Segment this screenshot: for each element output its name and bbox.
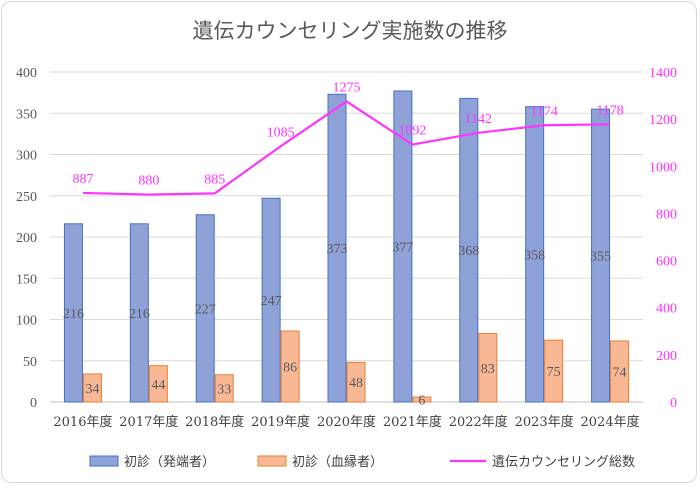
- data-label-series2: 33: [217, 382, 231, 397]
- y-right-tick-label: 0: [670, 396, 677, 411]
- y-right-tick-label: 1000: [649, 160, 677, 175]
- bar-series: 216 34 216 44 227 33 247 86 373 48 377 6 368 83 358 75 3…: [63, 90, 630, 409]
- legend: 初診（発端者） 初診（血縁者） 遺伝カウンセリング総数: [89, 454, 635, 470]
- legend-swatch: [257, 455, 287, 467]
- bar-series1: [327, 93, 347, 403]
- y-left-tick-label: 150: [16, 272, 37, 287]
- bar-series1: [195, 214, 215, 403]
- bar-series1: [261, 197, 281, 403]
- data-label-series1: 368: [458, 244, 479, 259]
- line-series: 887 880 885 1085 1275 1092 1142 1174 1178: [72, 80, 624, 196]
- legend-label: 初診（発端者）: [124, 454, 215, 470]
- y-left-tick-label: 50: [23, 355, 37, 370]
- y-axis-right: 0 200 400 600 800 1000 1200 1400: [649, 66, 677, 411]
- data-label-line: 1178: [596, 103, 623, 118]
- data-label-series1: 358: [524, 248, 545, 263]
- line-series-path: [82, 100, 611, 196]
- bar-series1: [459, 97, 479, 403]
- bar-series1: [393, 90, 413, 403]
- x-axis: 2016年度 2017年度 2018年度 2019年度 2020年度 2021年度 2022…: [53, 414, 639, 430]
- data-label-series2: 75: [547, 365, 561, 380]
- bar-series1: [591, 108, 611, 403]
- bar-series2: [610, 340, 630, 403]
- data-label-series2: 48: [349, 376, 363, 391]
- data-label-line: 1092: [398, 124, 426, 139]
- y-left-tick-label: 350: [16, 107, 37, 122]
- x-tick-label: 2016年度: [53, 414, 112, 430]
- bar-series2: [214, 374, 234, 403]
- legend-swatch: [89, 455, 119, 467]
- data-label-series2: 34: [85, 382, 99, 397]
- x-tick-label: 2021年度: [383, 414, 442, 430]
- x-tick-label: 2022年度: [449, 414, 508, 430]
- x-tick-label: 2017年度: [119, 414, 178, 430]
- data-label-series1: 247: [261, 294, 282, 309]
- bar-series2: [346, 361, 366, 403]
- x-tick-label: 2024年度: [581, 414, 640, 430]
- x-tick-label: 2020年度: [317, 414, 376, 430]
- x-tick-label: 2019年度: [251, 414, 310, 430]
- y-left-tick-label: 0: [30, 396, 37, 411]
- data-label-series1: 373: [327, 242, 348, 257]
- data-label-series1: 227: [195, 302, 216, 317]
- data-label-line: 1174: [530, 104, 557, 119]
- bar-series2: [412, 396, 432, 403]
- y-left-tick-label: 100: [16, 314, 37, 329]
- y-left-tick-label: 200: [16, 231, 37, 246]
- y-right-tick-label: 1400: [649, 66, 677, 81]
- data-label-series1: 377: [392, 240, 413, 255]
- data-label-series2: 83: [481, 362, 495, 377]
- y-right-tick-label: 400: [656, 302, 677, 317]
- data-label-series2: 44: [151, 378, 165, 393]
- data-label-series2: 86: [283, 361, 297, 376]
- chart-title: 遺伝カウンセリング実施数の推移: [193, 19, 508, 43]
- bar-series2: [280, 330, 300, 403]
- y-right-tick-label: 600: [656, 255, 677, 270]
- y-left-tick-label: 250: [16, 190, 37, 205]
- y-left-tick-label: 400: [16, 66, 37, 81]
- data-label-series1: 355: [590, 250, 611, 265]
- data-label-series1: 216: [129, 307, 150, 322]
- bar-series1: [63, 223, 83, 403]
- x-tick-label: 2018年度: [185, 414, 244, 430]
- legend-label: 初診（血縁者）: [292, 454, 383, 470]
- data-label-line: 1085: [267, 125, 295, 140]
- data-label-line: 887: [72, 172, 93, 187]
- bar-series1: [525, 106, 545, 403]
- data-label-line: 1142: [465, 112, 492, 127]
- data-label-series2: 6: [418, 394, 425, 409]
- y-axis-left: 0 50 100 150 200 250 300 350 400: [16, 66, 37, 411]
- y-right-tick-label: 1200: [649, 113, 677, 128]
- x-tick-label: 2023年度: [515, 414, 574, 430]
- data-label-line: 1275: [333, 80, 361, 95]
- data-label-line: 885: [204, 172, 225, 187]
- y-right-tick-label: 800: [656, 207, 677, 222]
- bar-series2: [478, 333, 498, 403]
- data-label-series2: 74: [613, 365, 627, 380]
- bar-series2: [82, 373, 102, 403]
- bar-series2: [544, 339, 564, 403]
- data-label-series1: 216: [63, 307, 84, 322]
- bar-series1: [129, 223, 149, 403]
- y-right-tick-label: 200: [656, 349, 677, 364]
- bar-series2: [148, 365, 168, 403]
- legend-label: 遺伝カウンセリング総数: [492, 455, 635, 470]
- y-left-tick-label: 300: [16, 149, 37, 164]
- data-label-line: 880: [138, 174, 159, 189]
